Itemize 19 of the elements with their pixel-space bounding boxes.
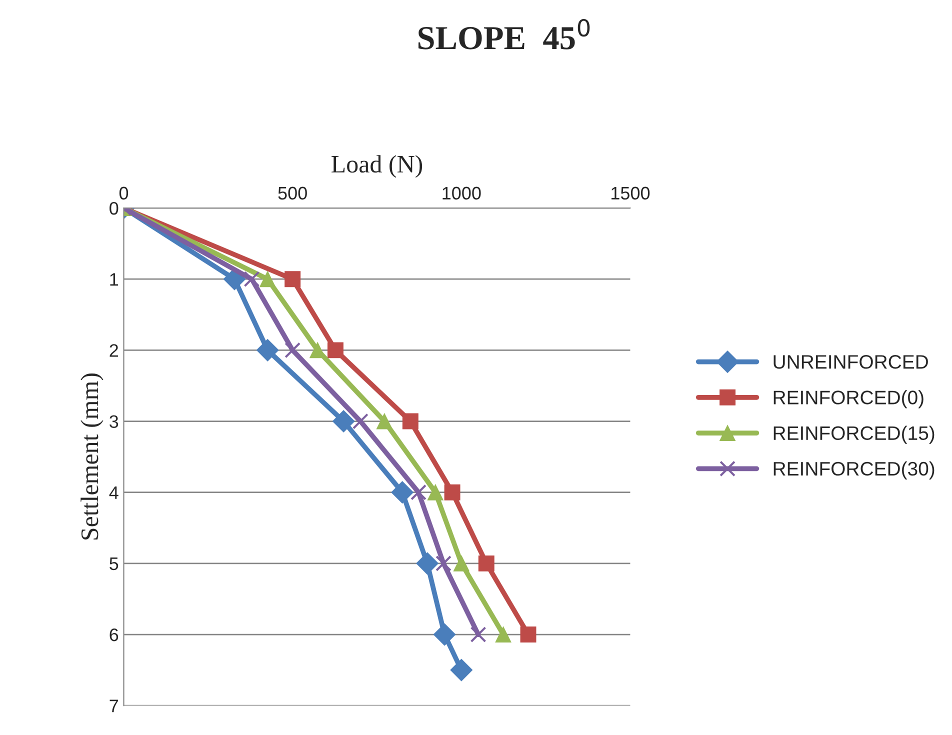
y-tick-label: 4	[109, 486, 118, 499]
x-tick-label: 1000	[442, 186, 481, 200]
legend-label: UNREINFORCED	[774, 355, 928, 369]
chart-title: SLOPE 45$^{0}$	[418, 18, 590, 50]
legend-label: REINFORCED(15)	[774, 426, 934, 444]
x-tick-label: 500	[278, 186, 307, 200]
y-tick-label: 2	[110, 344, 118, 357]
legend-label: REINFORCED(0)	[774, 390, 924, 408]
y-tick-label: 3	[110, 415, 118, 428]
y-axis-title: Settlement (mm)	[80, 374, 104, 540]
y-tick-label: 5	[110, 558, 118, 570]
x-axis-title: Load (N)	[332, 155, 422, 178]
x-tick-label: 1500	[612, 186, 650, 200]
y-tick-label: 6	[110, 628, 118, 642]
y-tick-label: 7	[110, 700, 118, 712]
y-tick-label: 0	[110, 202, 118, 215]
y-tick-label: 1	[110, 273, 118, 286]
legend-label: REINFORCED(30)	[774, 461, 934, 480]
x-tick-label: 0	[119, 186, 128, 200]
